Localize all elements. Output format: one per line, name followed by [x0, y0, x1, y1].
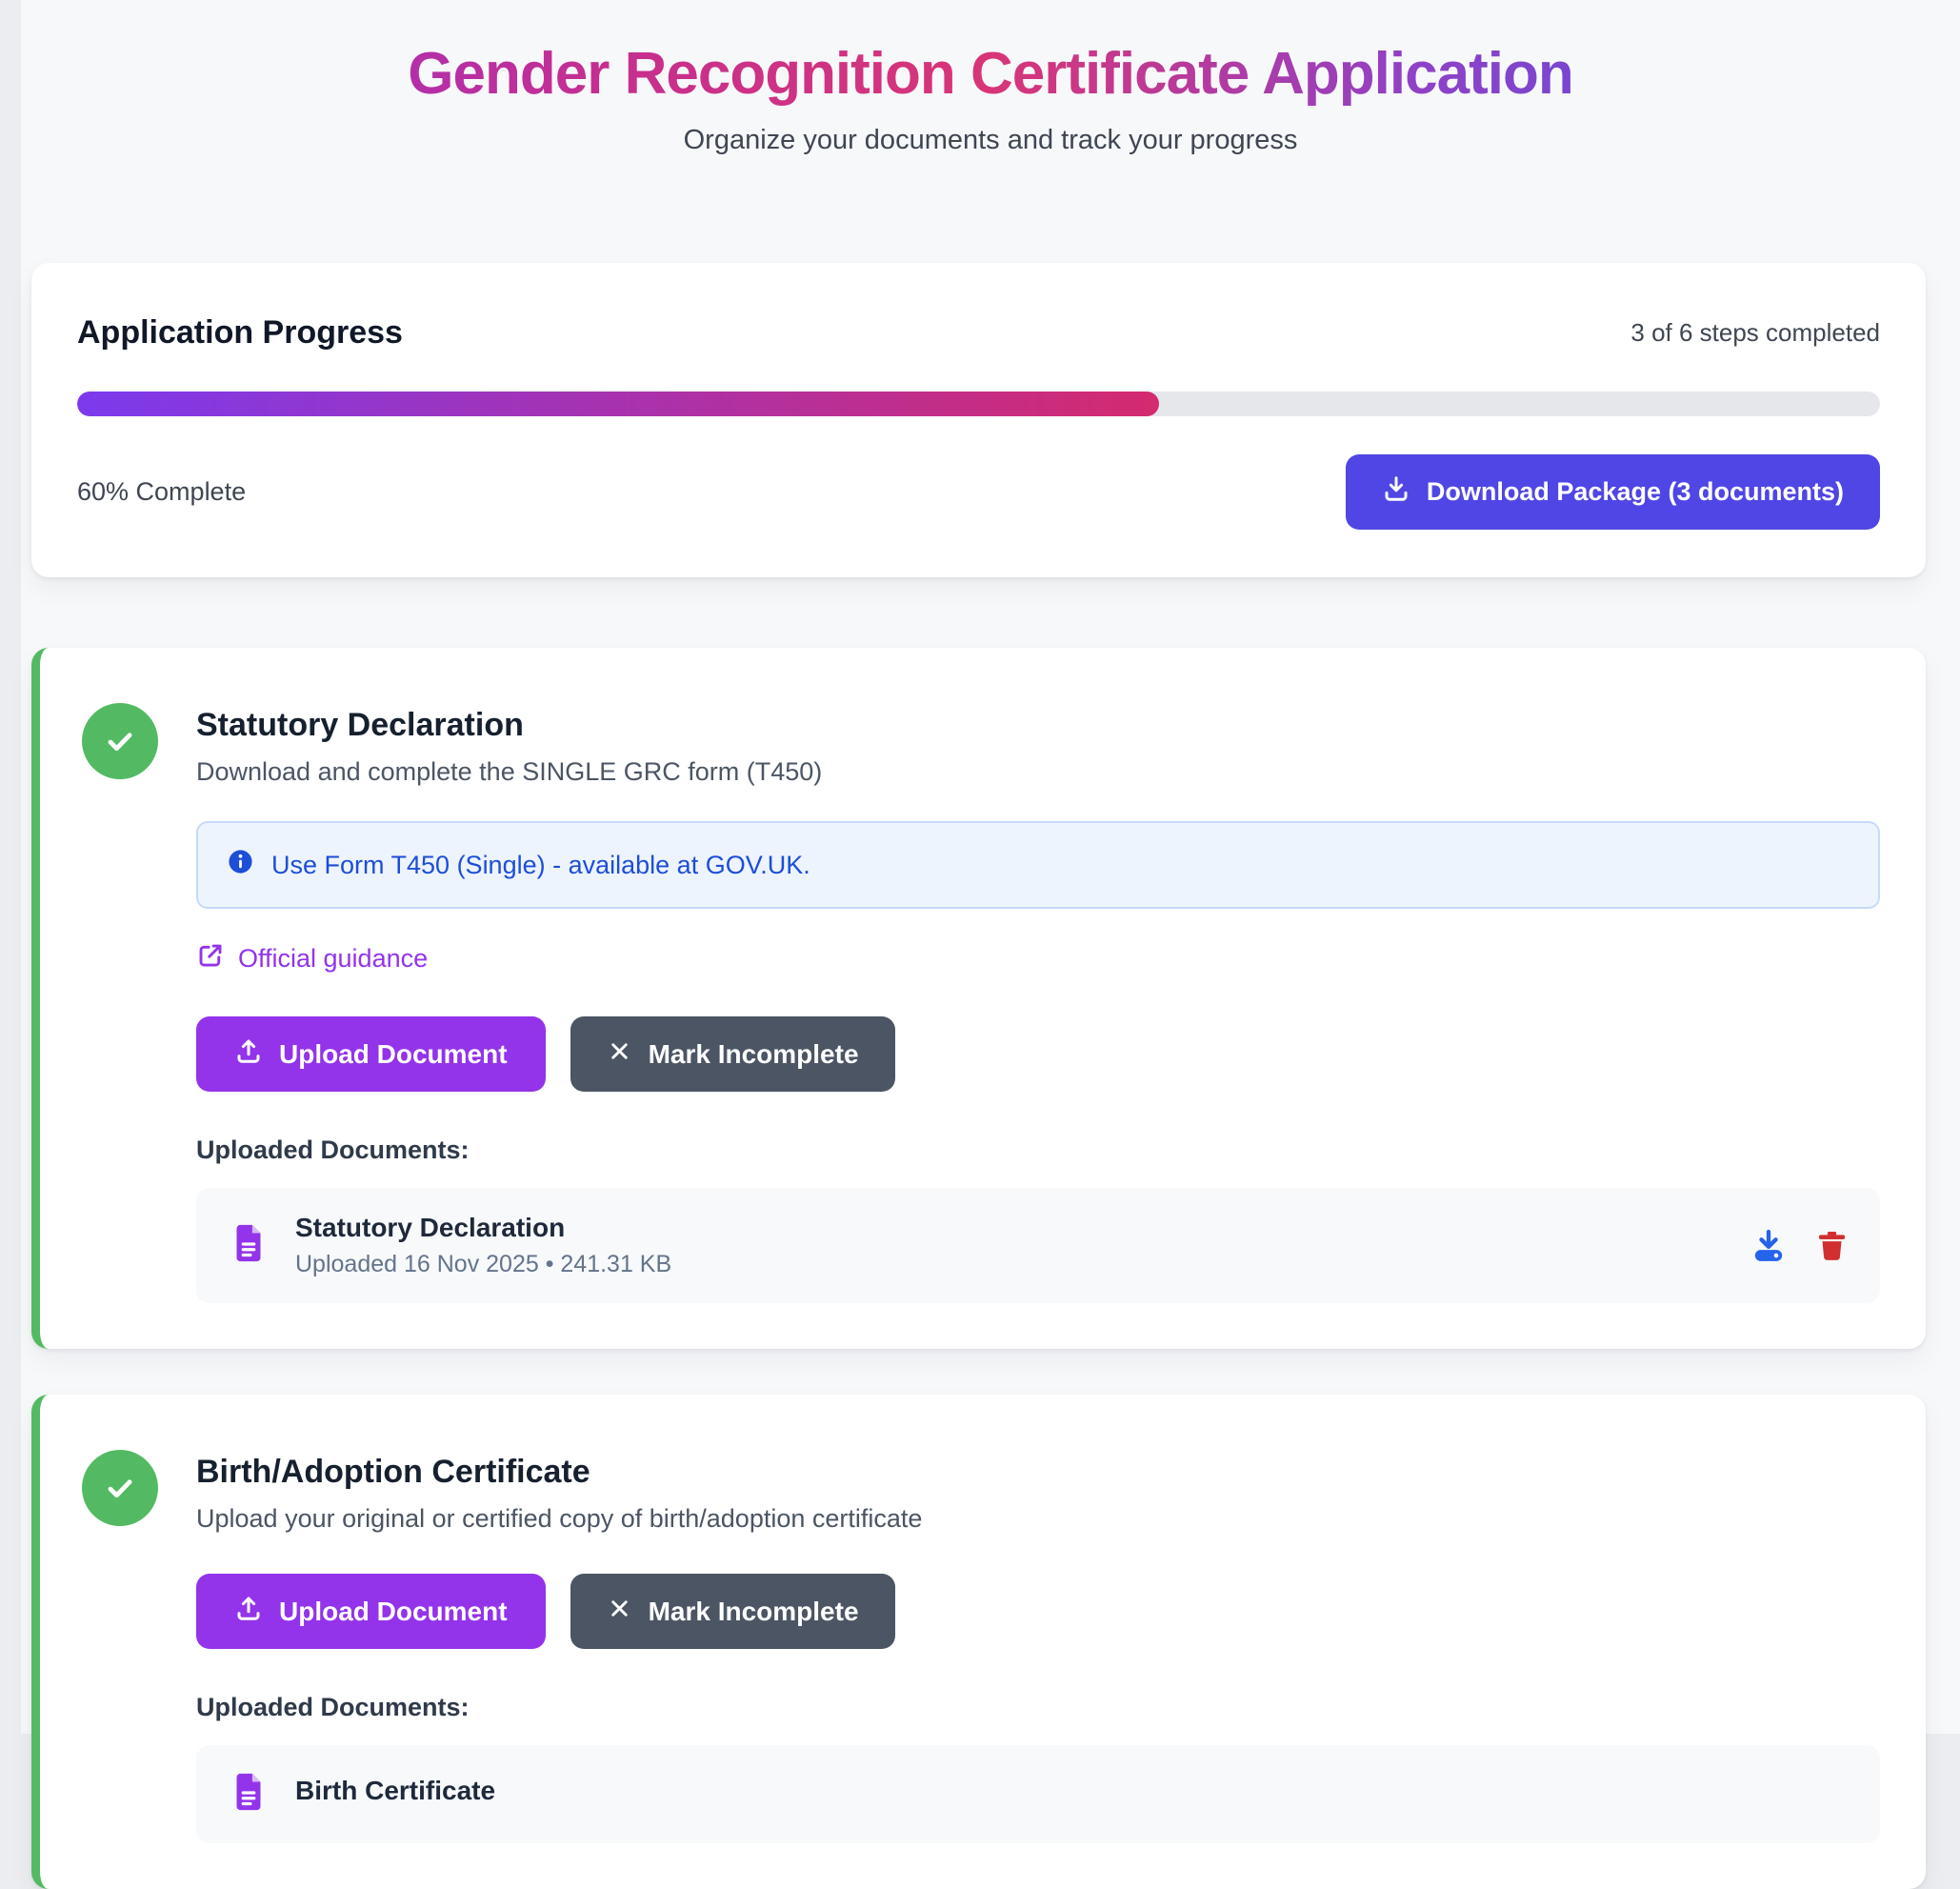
upload-icon: [234, 1036, 263, 1072]
percent-complete-label: 60% Complete: [77, 477, 247, 507]
progress-fill: [77, 392, 1159, 417]
official-guidance-link[interactable]: Official guidance: [196, 941, 428, 976]
page-subtitle: Organize your documents and track your p…: [683, 125, 1298, 156]
steps-completed-label: 3 of 6 steps completed: [1630, 318, 1880, 348]
info-icon: [227, 848, 254, 882]
uploaded-file-row: Birth Certificate: [196, 1745, 1880, 1844]
upload-document-button[interactable]: Upload Document: [196, 1016, 546, 1093]
file-name: Statutory Declaration: [295, 1213, 566, 1243]
delete-file-button[interactable]: [1814, 1228, 1850, 1263]
file-name: Birth Certificate: [295, 1775, 496, 1805]
mark-incomplete-button[interactable]: Mark Incomplete: [570, 1016, 895, 1093]
section-description: Upload your original or certified copy o…: [196, 1504, 923, 1534]
uploaded-documents-heading: Uploaded Documents:: [196, 1135, 470, 1165]
document-icon: [227, 1221, 270, 1270]
info-text: Use Form T450 (Single) - available at GO…: [271, 850, 810, 879]
download-file-icon: [1750, 1229, 1788, 1268]
page: Gender Recognition Certificate Applicati…: [21, 0, 1960, 1889]
progress-card: Application Progress 3 of 6 steps comple…: [31, 263, 1926, 578]
uploaded-file-row: Statutory Declaration Uploaded 16 Nov 20…: [196, 1188, 1880, 1304]
section-card-statutory-declaration: Statutory Declaration Download and compl…: [31, 648, 1926, 1350]
download-icon: [1382, 474, 1410, 510]
close-icon: [607, 1038, 632, 1071]
section-title: Statutory Declaration: [196, 707, 524, 744]
info-banner: Use Form T450 (Single) - available at GO…: [196, 821, 1880, 910]
mark-incomplete-button[interactable]: Mark Incomplete: [570, 1574, 895, 1650]
file-meta: Uploaded 16 Nov 2025 • 241.31 KB: [295, 1251, 672, 1278]
upload-document-button[interactable]: Upload Document: [196, 1574, 546, 1650]
section-description: Download and complete the SINGLE GRC for…: [196, 757, 823, 787]
upload-icon: [234, 1594, 263, 1629]
uploaded-documents-heading: Uploaded Documents:: [196, 1693, 470, 1722]
progress-heading: Application Progress: [77, 314, 403, 352]
close-icon: [607, 1596, 632, 1628]
progress-bar-track: [77, 392, 1880, 417]
download-package-button[interactable]: Download Package (3 documents): [1345, 454, 1880, 531]
download-file-button[interactable]: [1750, 1227, 1788, 1265]
section-title: Birth/Adoption Certificate: [196, 1454, 590, 1491]
complete-check-icon: [82, 1450, 158, 1527]
page-title: Gender Recognition Certificate Applicati…: [21, 40, 1960, 108]
external-link-icon: [196, 941, 225, 976]
trash-icon: [1814, 1232, 1850, 1266]
section-card-birth-adoption-certificate: Birth/Adoption Certificate Upload your o…: [31, 1395, 1926, 1889]
document-icon: [227, 1770, 270, 1819]
complete-check-icon: [82, 703, 158, 780]
